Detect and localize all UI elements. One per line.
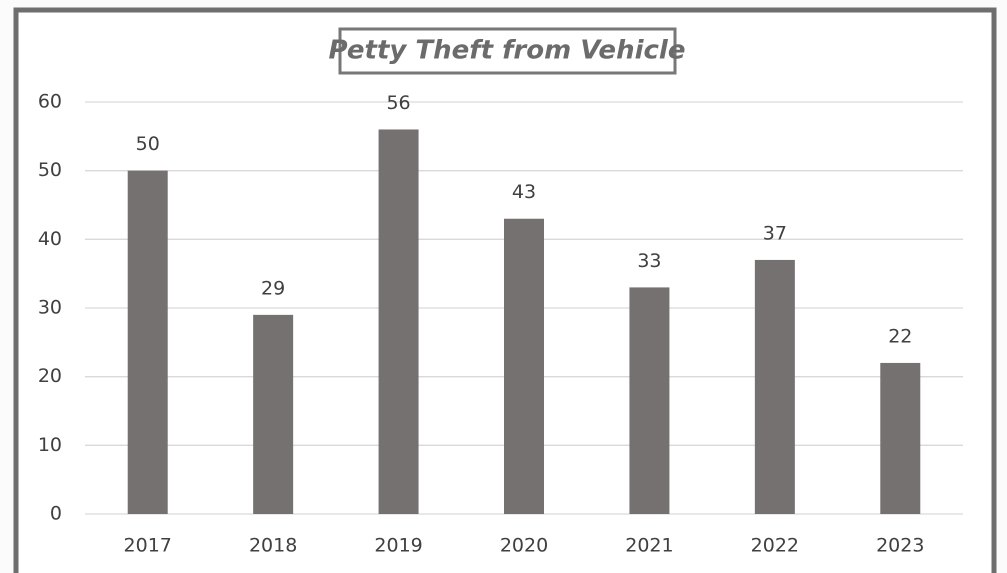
y-tick-label: 20 bbox=[38, 365, 62, 387]
y-tick-label: 0 bbox=[50, 503, 62, 525]
bar bbox=[880, 362, 921, 514]
x-tick-label: 2018 bbox=[249, 535, 297, 557]
x-tick-label: 2022 bbox=[751, 535, 799, 557]
bar bbox=[504, 218, 544, 514]
data-label: 22 bbox=[888, 325, 912, 347]
x-tick-label: 2023 bbox=[876, 535, 924, 557]
data-label: 33 bbox=[637, 250, 661, 272]
x-tick-label: 2021 bbox=[625, 535, 673, 557]
bar bbox=[127, 170, 168, 514]
y-tick-label: 60 bbox=[38, 91, 62, 113]
x-tick-label: 2019 bbox=[374, 535, 422, 557]
data-label: 37 bbox=[763, 222, 787, 244]
bar bbox=[253, 314, 294, 514]
y-tick-label: 40 bbox=[38, 228, 62, 250]
bar bbox=[629, 287, 670, 514]
bar bbox=[754, 259, 795, 514]
y-tick-label: 50 bbox=[38, 159, 62, 181]
data-label: 29 bbox=[261, 277, 285, 299]
chart-title: Petty Theft from Vehicle bbox=[329, 36, 686, 66]
bar bbox=[378, 129, 419, 514]
y-tick-label: 10 bbox=[38, 434, 62, 456]
x-tick-label: 2020 bbox=[500, 535, 548, 557]
title-box bbox=[338, 27, 677, 75]
y-tick-label: 30 bbox=[38, 297, 62, 319]
data-label: 56 bbox=[386, 92, 410, 114]
data-label: 50 bbox=[136, 133, 160, 155]
x-tick-label: 2017 bbox=[124, 535, 172, 557]
data-label: 43 bbox=[512, 181, 536, 203]
